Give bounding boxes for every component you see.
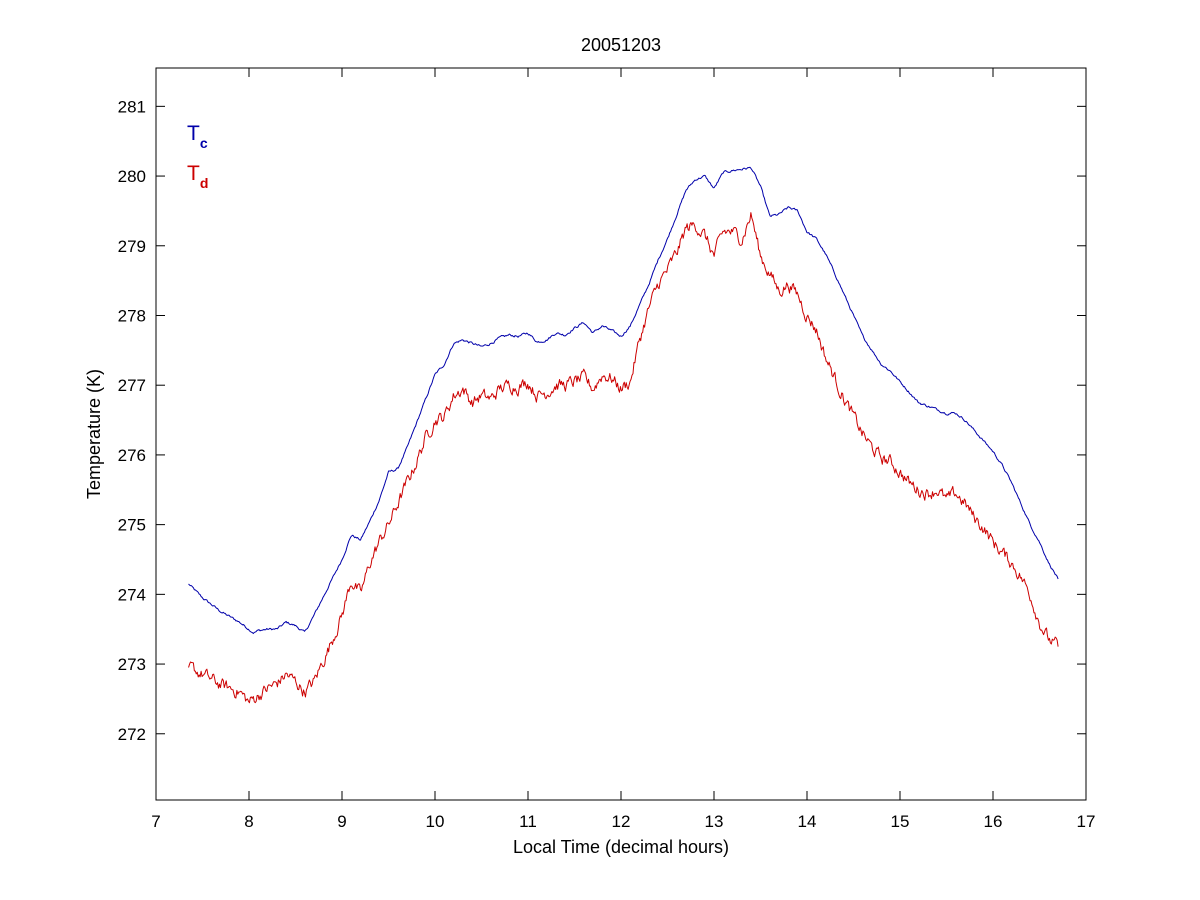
- y-tick-label: 275: [118, 516, 146, 535]
- x-tick-label: 15: [891, 812, 910, 831]
- legend-td-main: T: [187, 162, 200, 185]
- legend: Tc Td: [187, 122, 208, 191]
- series-lines: [188, 166, 1059, 704]
- y-tick-label: 273: [118, 655, 146, 674]
- y-tick-label: 279: [118, 237, 146, 256]
- x-tick-label: 13: [705, 812, 724, 831]
- series-line-0: [188, 166, 1059, 635]
- x-tick-label: 14: [798, 812, 817, 831]
- x-tick-label: 17: [1077, 812, 1096, 831]
- x-axis-ticks: 7 8 9 10 11 12 13 14 15 16 17: [151, 68, 1095, 831]
- y-tick-label: 278: [118, 306, 146, 325]
- y-tick-label: 280: [118, 167, 146, 186]
- x-tick-label: 7: [151, 812, 160, 831]
- x-tick-label: 12: [612, 812, 631, 831]
- x-axis-label: Local Time (decimal hours): [513, 837, 729, 857]
- y-axis-label: Temperature (K): [84, 369, 104, 499]
- legend-tc-sub: c: [200, 135, 208, 151]
- y-tick-label: 276: [118, 446, 146, 465]
- x-tick-label: 10: [426, 812, 445, 831]
- y-tick-label: 281: [118, 97, 146, 116]
- x-tick-label: 11: [519, 812, 537, 831]
- legend-entry-td: Td: [187, 162, 208, 191]
- legend-tc-main: T: [187, 122, 200, 145]
- y-tick-label: 277: [118, 376, 146, 395]
- x-tick-label: 9: [337, 812, 346, 831]
- plot-area: [155, 67, 1087, 801]
- x-tick-label: 16: [984, 812, 1003, 831]
- y-axis-ticks: 272 273 274 275 276 277 278 279 280 281: [118, 97, 1086, 744]
- chart-title: 20051203: [581, 35, 661, 55]
- y-tick-label: 274: [118, 585, 146, 604]
- y-tick-label: 272: [118, 725, 146, 744]
- series-line-1: [188, 212, 1059, 704]
- x-tick-label: 8: [244, 812, 253, 831]
- legend-td-sub: d: [200, 175, 209, 191]
- legend-entry-tc: Tc: [187, 122, 208, 151]
